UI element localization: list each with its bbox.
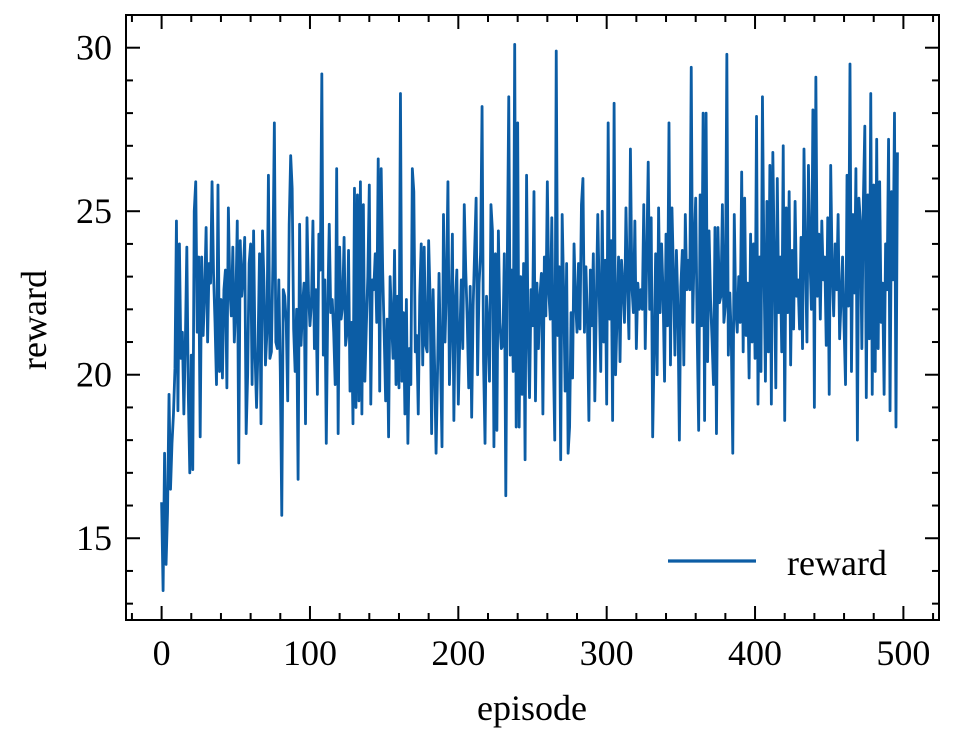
x-tick-label: 400 <box>728 633 782 673</box>
x-axis-label: episode <box>477 688 587 728</box>
series-line-reward <box>160 43 899 592</box>
x-tick-label: 300 <box>580 633 634 673</box>
series-layer <box>160 43 899 592</box>
x-tick-label: 200 <box>431 633 485 673</box>
tick-labels: 0 100 200 300 400 500 15 20 25 30 <box>76 28 930 673</box>
y-axis-label: reward <box>14 270 54 370</box>
x-tick-label: 100 <box>283 633 337 673</box>
legend-label-reward: reward <box>787 543 887 583</box>
x-tick-label: 500 <box>876 633 930 673</box>
y-tick-label: 25 <box>76 191 112 231</box>
tick-marks <box>126 14 939 620</box>
y-tick-label: 30 <box>76 28 112 68</box>
plot-frame <box>125 14 940 621</box>
x-tick-label: 0 <box>153 633 171 673</box>
y-tick-label: 15 <box>76 518 112 558</box>
legend: reward <box>668 543 887 583</box>
y-tick-label: 20 <box>76 355 112 395</box>
plot-area: 0 100 200 300 400 500 15 20 25 30 <box>76 14 940 673</box>
